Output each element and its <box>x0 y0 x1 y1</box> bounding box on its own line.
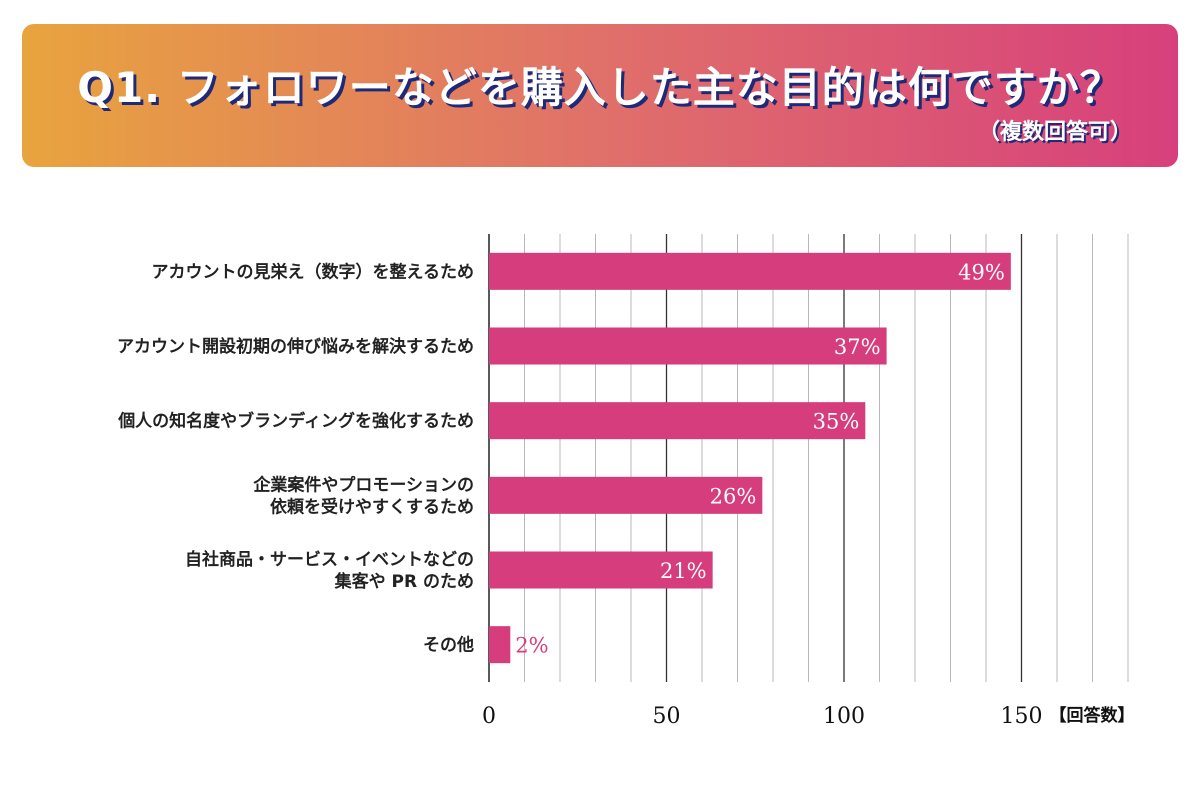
x-axis-unit-label: 【回答数】 <box>1050 705 1135 726</box>
title-banner: Q1. フォロワーなどを購入した主な目的は何ですか？ （複数回答可） <box>22 24 1178 167</box>
category-label: アカウントの見栄え（数字）を整えるため <box>152 261 475 282</box>
bar <box>489 402 866 440</box>
category-label: 個人の知名度やブランディングを強化するため <box>117 411 474 432</box>
x-tick-label: 100 <box>823 704 865 729</box>
bar <box>489 626 511 664</box>
data-label: 21% <box>660 559 707 583</box>
data-label: 49% <box>958 260 1005 284</box>
category-label: 企業案件やプロモーションの <box>252 474 474 495</box>
bar <box>489 327 887 365</box>
category-label: アカウント開設初期の伸び悩みを解決するため <box>117 336 474 357</box>
data-label: 2% <box>515 634 548 658</box>
category-label: 自社商品・サービス・イベントなどの <box>185 549 474 570</box>
chart-subtitle: （複数回答可） <box>977 120 1132 145</box>
category-label: 依頼を受けやすくするため <box>270 496 474 517</box>
category-label: その他 <box>423 635 474 656</box>
bar <box>489 476 763 514</box>
bar <box>489 252 1011 290</box>
bar <box>489 551 713 589</box>
chart-title: Q1. フォロワーなどを購入した主な目的は何ですか？ <box>77 63 1123 112</box>
x-tick-label: 150 <box>1001 704 1043 729</box>
data-label: 35% <box>813 410 860 434</box>
category-label: 集客や PR のため <box>334 571 474 592</box>
data-label: 37% <box>834 335 881 359</box>
x-tick-label: 0 <box>482 704 496 729</box>
x-tick-label: 50 <box>653 704 681 729</box>
data-label: 26% <box>710 484 757 508</box>
